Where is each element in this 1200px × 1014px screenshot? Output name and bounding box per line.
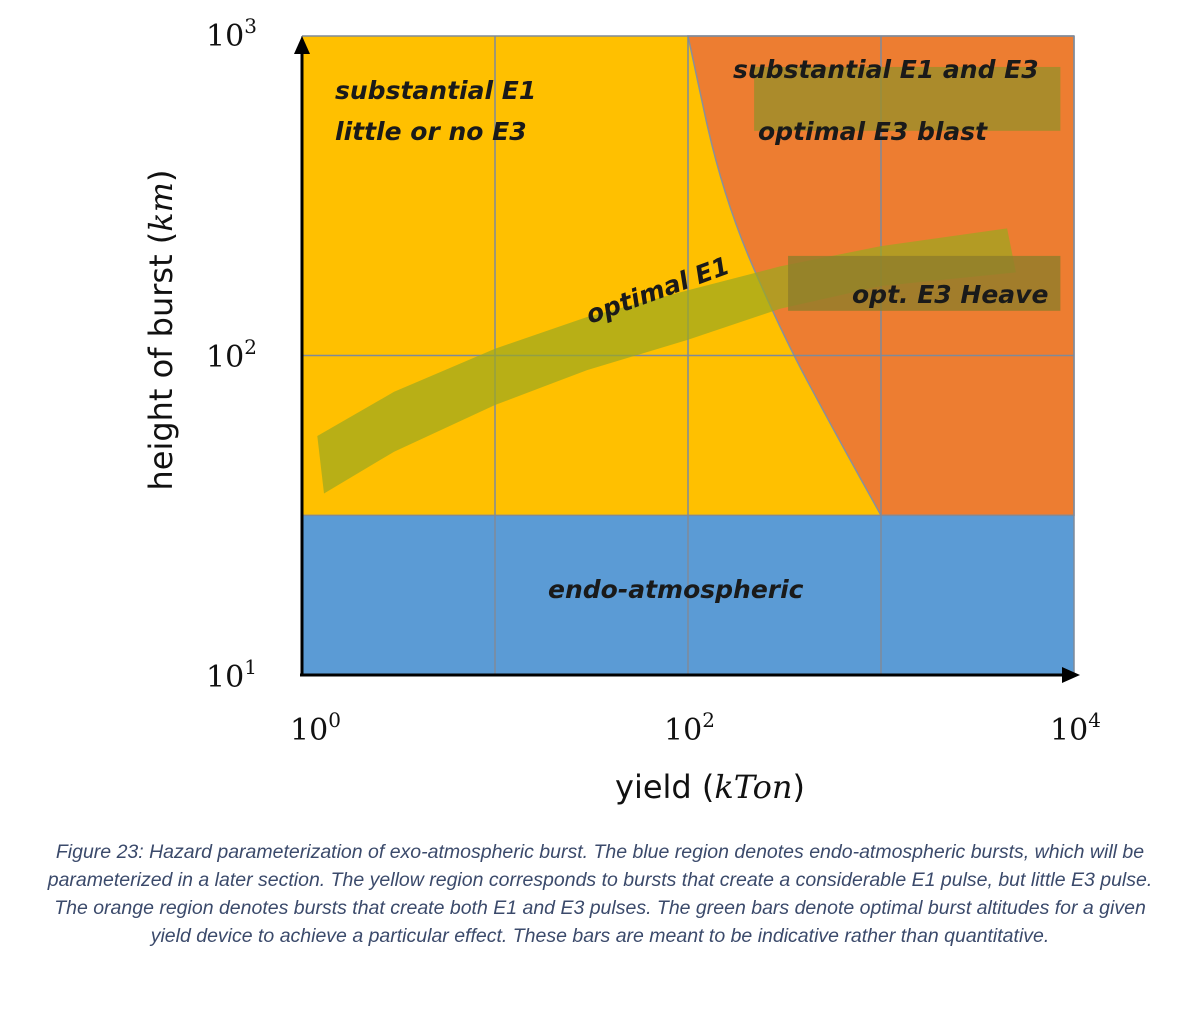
- y-tick-label-10: 101: [206, 655, 257, 695]
- e1-label-line-2: little or no E3: [335, 117, 527, 146]
- tick-labels: 103 102 101 100 102 104: [206, 14, 1101, 748]
- x-axis-arrow: [1062, 667, 1080, 683]
- x-tick-label-1: 100: [290, 708, 341, 748]
- e1-e3-label: substantial E1 and E3: [733, 55, 1039, 84]
- axes: [294, 36, 1080, 683]
- opt-e3-heave-bar: [788, 255, 1061, 311]
- optimal-e3-blast-label: optimal E3 blast: [758, 117, 988, 146]
- e1-label-line-1: substantial E1: [335, 76, 536, 105]
- y-axis-label: height of burst (km): [142, 169, 180, 490]
- x-tick-label-10000: 104: [1050, 708, 1101, 748]
- bars-layer: [317, 66, 1061, 494]
- optimal-e3-blast-bar: [754, 66, 1061, 131]
- y-axis-arrow: [294, 36, 310, 54]
- endo-atmospheric-label: endo-atmospheric: [548, 575, 804, 604]
- chart: substantial E1 little or no E3 substanti…: [142, 14, 1101, 806]
- y-tick-label-100: 102: [206, 335, 257, 375]
- x-axis-label: yield (kTon): [615, 768, 805, 806]
- x-tick-label-100: 102: [664, 708, 715, 748]
- figure-caption: Figure 23: Hazard parameterization of ex…: [47, 841, 1153, 947]
- opt-e3-heave-label: opt. E3 Heave: [852, 280, 1048, 309]
- y-tick-label-1000: 103: [206, 14, 257, 54]
